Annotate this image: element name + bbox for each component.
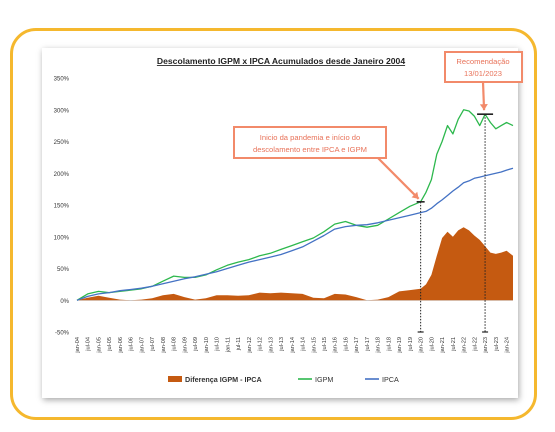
x-tick-label: jul-14 — [301, 337, 307, 352]
annotation-recommendation-line2: 13/01/2023 — [464, 69, 502, 78]
y-tick-label: 100% — [54, 235, 70, 241]
pandemic-arrow-head — [411, 191, 419, 199]
x-tick-label: jul-06 — [129, 337, 135, 352]
annotation-recommendation-line1: Recomendação — [456, 57, 509, 66]
y-tick-label: 0% — [60, 299, 69, 305]
x-tick-label: jan-19 — [397, 337, 403, 354]
legend-swatch-diferenca — [168, 376, 182, 382]
x-tick-label: jan-06 — [118, 337, 124, 354]
x-tick-label: jul-09 — [193, 337, 199, 352]
series-igpm-line — [76, 109, 514, 301]
x-tick-label: jul-19 — [408, 337, 414, 352]
x-tick-label: jul-15 — [322, 337, 328, 352]
x-tick-label: jan-21 — [440, 337, 446, 354]
x-tick-label: jul-16 — [343, 337, 349, 352]
x-tick-label: jan-24 — [505, 337, 511, 354]
annotation-pandemic-box — [233, 126, 387, 159]
x-tick-label: jan-18 — [376, 337, 382, 354]
x-tick-label: jul-04 — [86, 337, 92, 352]
recommendation-arrow-head — [479, 104, 488, 111]
x-tick-label: jan-16 — [333, 337, 339, 354]
x-tick-label: jan-22 — [462, 337, 468, 354]
x-tick-label: jul-11 — [236, 337, 242, 351]
chart-title: Descolamento IGPM x IPCA Acumulados desd… — [157, 56, 405, 66]
x-tick-label: jan-04 — [75, 337, 81, 354]
x-tick-label: jul-07 — [150, 337, 156, 352]
x-tick-label: jan-08 — [161, 337, 167, 354]
x-tick-label: jan-23 — [483, 337, 489, 354]
annotations: Inicio da pandemia e início do descolame… — [233, 51, 523, 333]
legend: Diferença IGPM - IPCA IGPM IPCA — [168, 375, 399, 384]
annotation-pandemic-line2: descolamento entre IPCA e IGPM — [253, 145, 367, 154]
x-tick-label: jul-20 — [429, 337, 435, 352]
legend-label-igpm: IGPM — [315, 375, 333, 384]
annotation-recommendation: Recomendação 13/01/2023 — [444, 51, 523, 83]
y-tick-label: 150% — [54, 204, 70, 210]
x-tick-label: jul-10 — [215, 337, 221, 352]
y-tick-label: 350% — [54, 77, 70, 83]
legend-label-diferenca: Diferença IGPM - IPCA — [185, 375, 262, 384]
x-tick-label: jul-17 — [365, 337, 371, 352]
series-diferenca-area — [77, 227, 513, 301]
y-tick-label: 300% — [54, 108, 70, 114]
x-tick-label: jan-14 — [290, 337, 296, 354]
x-tick-label: jul-05 — [107, 337, 113, 352]
series-ipca-line — [76, 167, 514, 301]
y-tick-label: 200% — [54, 172, 70, 178]
x-tick-label: jan-17 — [354, 337, 360, 354]
y-axis: -50% 0% 50% 100% 150% 200% 250% 300% 350% — [54, 77, 70, 337]
x-tick-label: jul-21 — [451, 337, 457, 352]
x-tick-label: jan-20 — [419, 337, 425, 354]
x-tick-label: jan-11 — [225, 337, 231, 353]
x-axis: jan-04 jul-04 jan-05 jul-05 jan-06 jul-06 jan-… — [75, 299, 513, 354]
annotation-pandemic-line1: Inicio da pandemia e início do — [260, 133, 360, 142]
pandemic-arrow-shaft — [377, 157, 420, 200]
legend-label-ipca: IPCA — [382, 375, 399, 384]
x-tick-label: jul-18 — [386, 337, 392, 352]
x-tick-label: jan-10 — [204, 337, 210, 354]
y-tick-label: 50% — [57, 267, 70, 273]
y-tick-label: 250% — [54, 140, 70, 146]
x-tick-label: jul-23 — [494, 337, 500, 352]
y-tick-label: -50% — [55, 331, 70, 337]
x-tick-label: jan-13 — [268, 337, 274, 354]
x-tick-label: jan-05 — [96, 337, 102, 354]
chart-card — [42, 48, 518, 398]
annotation-pandemic: Inicio da pandemia e início do descolame… — [233, 126, 387, 159]
x-tick-label: jul-08 — [172, 337, 178, 352]
x-tick-label: jul-12 — [258, 337, 264, 352]
x-tick-label: jan-15 — [311, 337, 317, 354]
x-tick-label: jul-22 — [472, 337, 478, 352]
x-tick-label: jan-07 — [139, 337, 145, 354]
x-tick-label: jan-12 — [247, 337, 253, 354]
x-tick-label: jan-09 — [182, 337, 188, 354]
x-tick-label: jul-13 — [279, 337, 285, 352]
plot-area — [76, 109, 514, 301]
